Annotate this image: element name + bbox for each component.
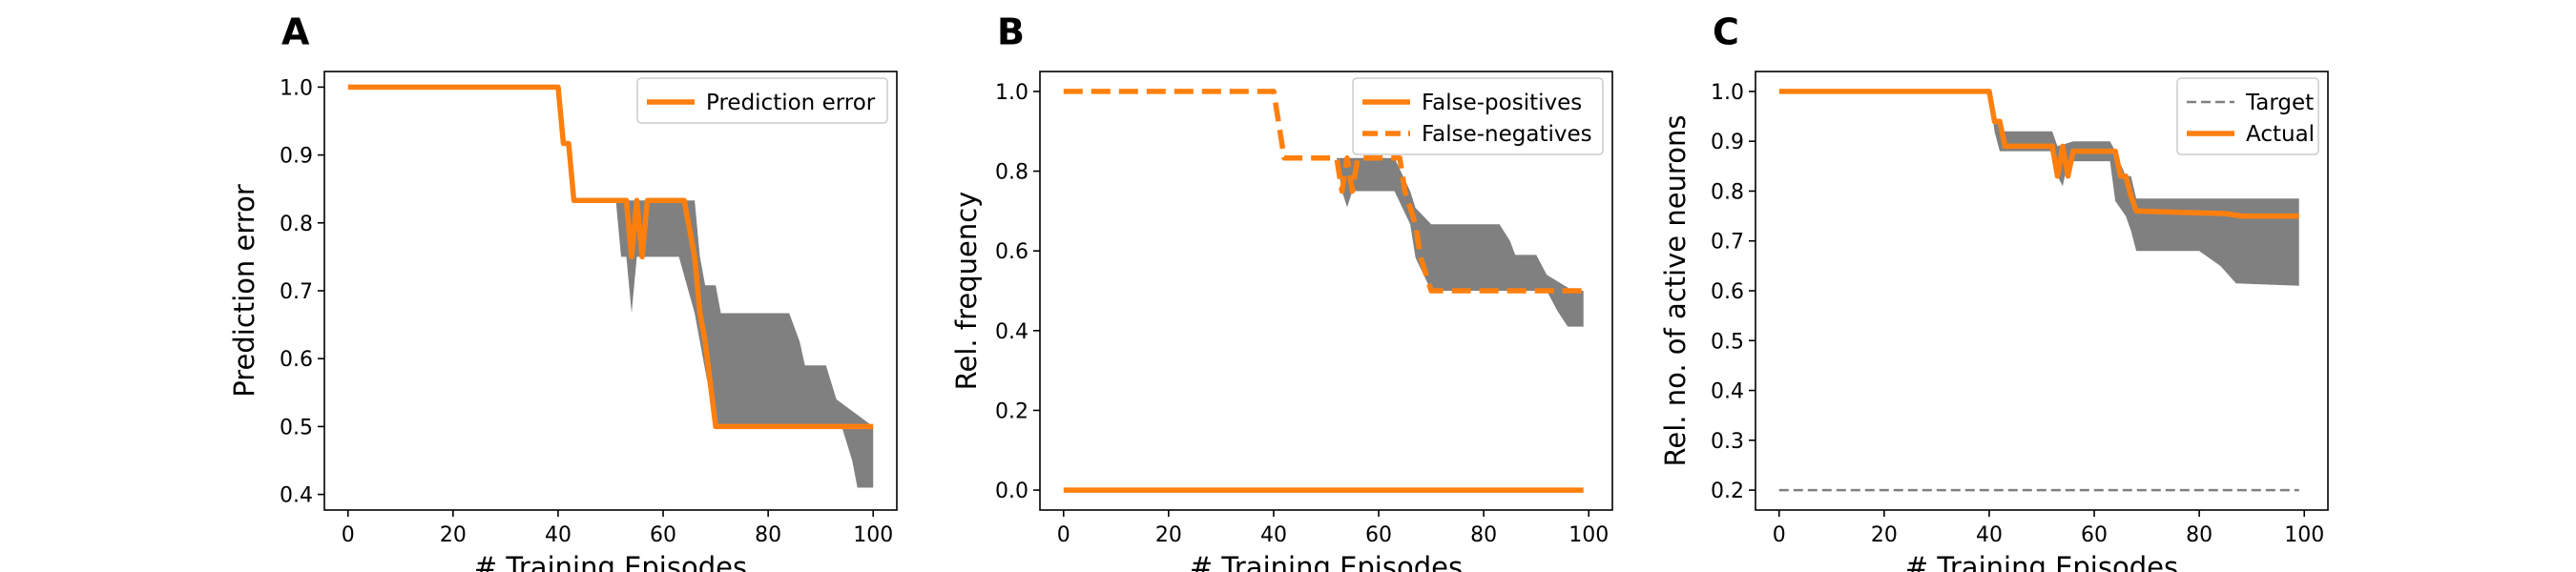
x-tick-label: 20 bbox=[1155, 523, 1182, 547]
panel-b: B 0 20 40 60 80 100 0.0 0.2 0.4 0.6 0.8 1.0 # Trainin… bbox=[950, 11, 1613, 572]
y-tick-label: 0.8 bbox=[280, 213, 313, 236]
y-tick-label: 0.6 bbox=[1711, 280, 1744, 304]
x-tick-label: 80 bbox=[2186, 523, 2212, 547]
x-tick-label: 60 bbox=[1365, 523, 1392, 547]
y-tick-label: 0.2 bbox=[1711, 480, 1744, 503]
y-tick-label: 0.3 bbox=[1711, 430, 1744, 454]
panel-letter: B bbox=[997, 11, 1025, 53]
y-tick-label: 0.5 bbox=[280, 416, 313, 439]
x-tick-label: 40 bbox=[1976, 523, 2003, 547]
uncertainty-band bbox=[1337, 157, 1584, 327]
x-tick-label: 60 bbox=[650, 523, 676, 547]
uncertainty-band bbox=[615, 200, 874, 488]
y-axis-label: Prediction error bbox=[228, 184, 260, 398]
y-tick-label: 0.5 bbox=[1711, 330, 1744, 354]
y-tick-label: 0.8 bbox=[1711, 180, 1744, 204]
y-tick-label: 1.0 bbox=[280, 76, 313, 100]
x-tick-label: 60 bbox=[2081, 523, 2108, 547]
y-tick-label: 0.4 bbox=[1711, 380, 1744, 404]
panel-c: C 0 20 40 60 80 100 0.2 0.3 0.4 0.5 0.6 0.7 0.8 0.9 1.0… bbox=[1659, 11, 2329, 572]
x-tick-label: 20 bbox=[440, 523, 467, 547]
legend-label-1: Prediction error bbox=[706, 91, 876, 115]
y-tick-label: 0.7 bbox=[280, 280, 313, 304]
y-tick-label: 1.0 bbox=[995, 81, 1028, 105]
plot-frame bbox=[1039, 71, 1613, 511]
legend-label-2: Actual bbox=[2246, 122, 2315, 147]
y-tick-label: 0.6 bbox=[280, 348, 313, 372]
series-line-2 bbox=[1063, 89, 1584, 294]
x-tick-label: 100 bbox=[2284, 523, 2324, 547]
y-tick-label: 0.0 bbox=[995, 480, 1028, 503]
x-axis-label: # Training Episodes bbox=[1190, 551, 1463, 572]
uncertainty-band bbox=[1989, 91, 2299, 286]
legend-label-1: False-positives bbox=[1422, 91, 1582, 115]
panel-letter: A bbox=[281, 11, 310, 53]
x-tick-label: 100 bbox=[853, 523, 893, 547]
series-line-1 bbox=[347, 84, 874, 430]
x-tick-label: 40 bbox=[1260, 523, 1287, 547]
y-tick-label: 0.8 bbox=[995, 161, 1028, 185]
legend-label-2: False-negatives bbox=[1422, 122, 1592, 147]
legend-label-1: Target bbox=[2245, 91, 2314, 115]
y-tick-label: 1.0 bbox=[1711, 81, 1744, 105]
plot-frame bbox=[323, 71, 898, 511]
x-tick-label: 40 bbox=[545, 523, 571, 547]
y-tick-label: 0.2 bbox=[995, 399, 1028, 423]
legend-box bbox=[1352, 77, 1604, 155]
x-tick-label: 0 bbox=[1057, 523, 1070, 547]
y-tick-label: 0.6 bbox=[995, 240, 1028, 264]
y-axis-label: Rel. no. of active neurons bbox=[1659, 115, 1692, 467]
x-tick-label: 80 bbox=[1470, 523, 1497, 547]
y-tick-label: 0.4 bbox=[280, 484, 313, 508]
x-tick-label: 0 bbox=[342, 523, 355, 547]
y-tick-label: 0.4 bbox=[995, 320, 1028, 344]
x-axis-label: # Training Episodes bbox=[1905, 551, 2178, 572]
y-axis-label: Rel. frequency bbox=[950, 192, 983, 391]
x-tick-label: 80 bbox=[755, 523, 781, 547]
y-tick-label: 0.9 bbox=[1711, 131, 1744, 154]
x-axis-label: # Training Episodes bbox=[474, 551, 747, 572]
y-tick-label: 0.7 bbox=[1711, 231, 1744, 255]
x-tick-label: 20 bbox=[1871, 523, 1898, 547]
x-tick-label: 0 bbox=[1773, 523, 1786, 547]
y-tick-label: 0.9 bbox=[280, 145, 313, 169]
legend-box bbox=[636, 77, 888, 124]
series-line-2 bbox=[1778, 89, 2299, 219]
panel-letter: C bbox=[1713, 11, 1739, 53]
x-tick-label: 100 bbox=[1568, 523, 1609, 547]
panel-a: A 0 20 40 60 80 100 0.4 0.5 0.6 0.7 0.8 0.9 1.0 # Trai… bbox=[228, 11, 898, 572]
